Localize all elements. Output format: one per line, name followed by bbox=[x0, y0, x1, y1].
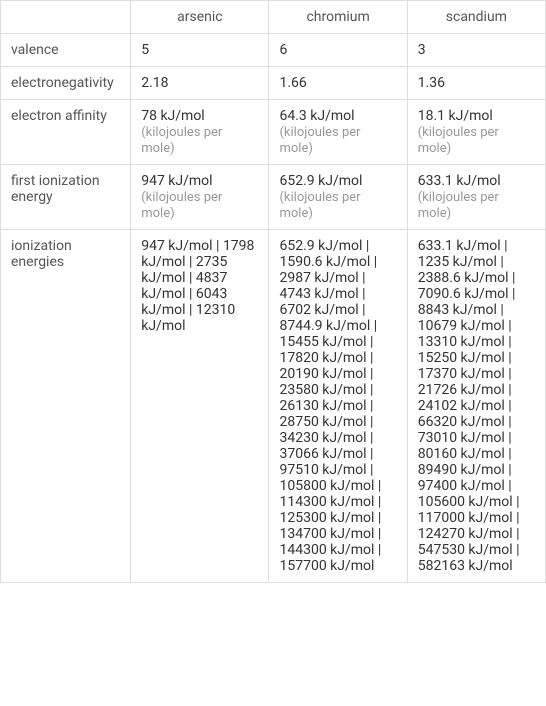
row-label-electron-affinity: electron affinity bbox=[1, 100, 131, 165]
unit-label: (kilojoules per mole) bbox=[418, 190, 499, 221]
table-row: electronegativity 2.18 1.66 1.36 bbox=[1, 67, 546, 100]
table-row: first ionization energy 947 kJ/mol (kilo… bbox=[1, 165, 546, 230]
cell-value: 633.1 kJ/mol (kilojoules per mole) bbox=[407, 165, 545, 230]
cell-value: 652.9 kJ/mol (kilojoules per mole) bbox=[269, 165, 407, 230]
unit-label: (kilojoules per mole) bbox=[418, 125, 499, 156]
header-row: arsenic chromium scandium bbox=[1, 1, 546, 34]
cell-value: 1.36 bbox=[407, 67, 545, 100]
cell-value: 6 bbox=[269, 34, 407, 67]
row-label-ionization-energies: ionization energies bbox=[1, 230, 131, 583]
row-label-first-ionization: first ionization energy bbox=[1, 165, 131, 230]
cell-value: 652.9 kJ/mol | 1590.6 kJ/mol | 2987 kJ/m… bbox=[269, 230, 407, 583]
unit-label: (kilojoules per mole) bbox=[141, 125, 222, 156]
cell-value: 3 bbox=[407, 34, 545, 67]
properties-table: arsenic chromium scandium valence 5 6 3 … bbox=[0, 0, 546, 583]
unit-label: (kilojoules per mole) bbox=[279, 125, 360, 156]
unit-label: (kilojoules per mole) bbox=[141, 190, 222, 221]
table-row: ionization energies 947 kJ/mol | 1798 kJ… bbox=[1, 230, 546, 583]
main-value: 78 kJ/mol bbox=[141, 108, 204, 124]
row-label-electronegativity: electronegativity bbox=[1, 67, 131, 100]
header-scandium: scandium bbox=[407, 1, 545, 34]
unit-label: (kilojoules per mole) bbox=[279, 190, 360, 221]
cell-value: 633.1 kJ/mol | 1235 kJ/mol | 2388.6 kJ/m… bbox=[407, 230, 545, 583]
table-row: electron affinity 78 kJ/mol (kilojoules … bbox=[1, 100, 546, 165]
header-empty bbox=[1, 1, 131, 34]
cell-value: 947 kJ/mol | 1798 kJ/mol | 2735 kJ/mol |… bbox=[131, 230, 269, 583]
main-value: 652.9 kJ/mol bbox=[279, 173, 362, 189]
main-value: 633.1 kJ/mol bbox=[418, 173, 501, 189]
main-value: 18.1 kJ/mol bbox=[418, 108, 493, 124]
table-row: valence 5 6 3 bbox=[1, 34, 546, 67]
cell-value: 18.1 kJ/mol (kilojoules per mole) bbox=[407, 100, 545, 165]
cell-value: 78 kJ/mol (kilojoules per mole) bbox=[131, 100, 269, 165]
main-value: 947 kJ/mol bbox=[141, 173, 212, 189]
cell-value: 64.3 kJ/mol (kilojoules per mole) bbox=[269, 100, 407, 165]
cell-value: 5 bbox=[131, 34, 269, 67]
header-chromium: chromium bbox=[269, 1, 407, 34]
row-label-valence: valence bbox=[1, 34, 131, 67]
main-value: 64.3 kJ/mol bbox=[279, 108, 354, 124]
header-arsenic: arsenic bbox=[131, 1, 269, 34]
cell-value: 2.18 bbox=[131, 67, 269, 100]
cell-value: 947 kJ/mol (kilojoules per mole) bbox=[131, 165, 269, 230]
cell-value: 1.66 bbox=[269, 67, 407, 100]
